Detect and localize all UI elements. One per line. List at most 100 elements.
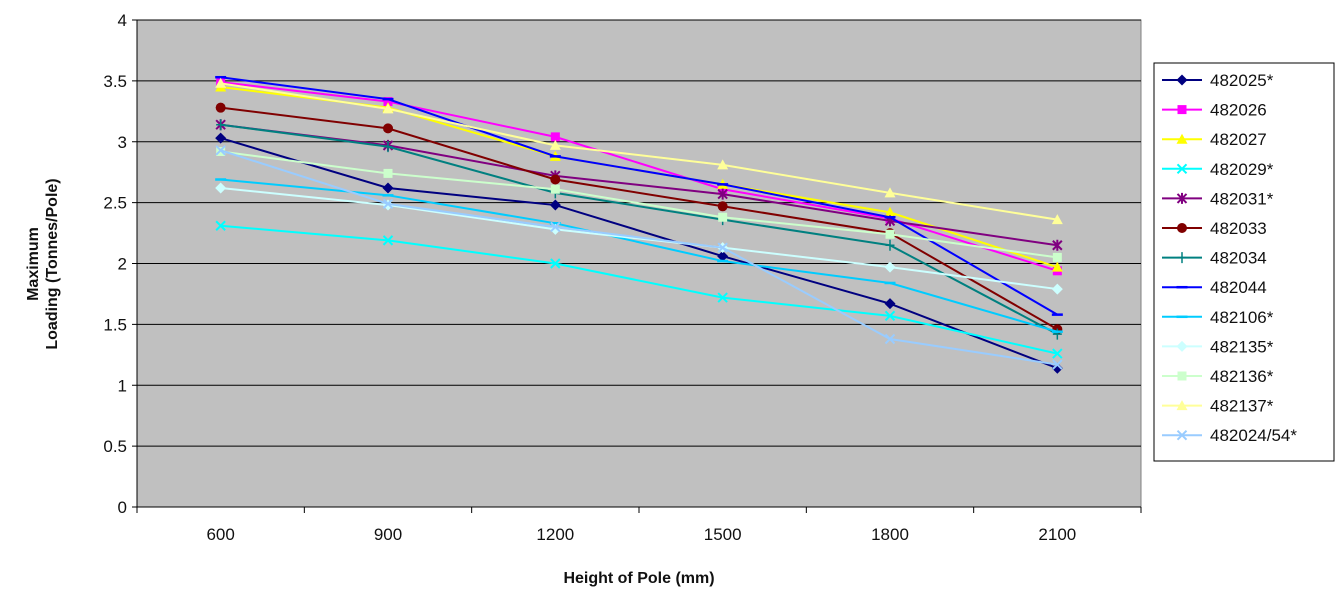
data-point xyxy=(549,139,561,150)
data-point xyxy=(884,333,896,345)
legend-marker xyxy=(1177,105,1187,115)
y-axis-title-line-2: Loading (Tonnes/Pole) xyxy=(44,178,61,349)
series-line xyxy=(220,82,1058,221)
legend-entry: 482024/54* xyxy=(1162,426,1297,445)
data-point xyxy=(884,187,896,198)
series-13 xyxy=(215,145,1063,370)
y-tick-label: 3.5 xyxy=(103,72,127,91)
legend-label: 482034 xyxy=(1210,249,1267,268)
y-tick-label: 2 xyxy=(118,255,127,274)
legend-label: 482136* xyxy=(1210,367,1274,386)
series-line xyxy=(220,106,1058,331)
y-tick-label: 0.5 xyxy=(103,437,127,456)
x-tick-label: 1500 xyxy=(704,525,742,544)
y-tick-label: 1 xyxy=(118,376,127,395)
legend-marker xyxy=(1176,340,1188,352)
legend-entry: 482044 xyxy=(1162,278,1267,297)
data-point xyxy=(717,242,728,253)
series-line xyxy=(220,150,1058,259)
legend-entry: 482031* xyxy=(1162,189,1274,208)
series-12 xyxy=(215,77,1063,225)
series-line xyxy=(220,123,1058,335)
data-point xyxy=(884,310,896,322)
data-point xyxy=(884,206,896,217)
data-point xyxy=(718,212,728,222)
x-tick-labels: 600 900 1200 1500 1800 2100 xyxy=(206,525,1076,544)
series-line xyxy=(220,187,1058,291)
data-point xyxy=(884,261,896,273)
data-point xyxy=(550,184,560,194)
data-point xyxy=(215,102,226,113)
data-point xyxy=(215,220,226,231)
data-point xyxy=(1052,252,1062,262)
x-tick-label: 1800 xyxy=(871,525,909,544)
legend-label: 482031* xyxy=(1210,189,1274,208)
series-line xyxy=(220,137,1058,370)
x-tick-label: 900 xyxy=(374,525,402,544)
data-point xyxy=(383,123,393,134)
y-tick-label: 0 xyxy=(118,498,127,517)
data-point xyxy=(1052,359,1063,370)
legend-entry: 482026 xyxy=(1162,101,1267,120)
series-line xyxy=(220,178,1058,333)
series-8 xyxy=(215,75,1063,316)
legend-marker xyxy=(1177,252,1187,264)
legend-label: 482044 xyxy=(1210,278,1267,297)
series-line xyxy=(220,149,1058,366)
legend-label: 482029* xyxy=(1210,160,1274,179)
legend-entry: 482029* xyxy=(1162,160,1274,179)
y-tick-label: 3 xyxy=(118,133,127,152)
data-point xyxy=(885,239,895,251)
y-axis-title: Maximum Loading (Tonnes/Pole) xyxy=(25,178,61,349)
legend-label: 482106* xyxy=(1210,308,1274,327)
series-line xyxy=(220,81,1058,272)
data-point xyxy=(215,132,227,144)
data-point xyxy=(1052,348,1063,359)
x-tick-label: 2100 xyxy=(1038,525,1076,544)
data-point xyxy=(382,198,394,210)
data-point xyxy=(717,250,729,262)
series-4 xyxy=(215,220,1063,359)
legend-marker xyxy=(1176,192,1188,204)
legend-label: 482024/54* xyxy=(1210,426,1297,445)
y-axis-title-line-1: Maximum xyxy=(25,227,42,301)
data-point xyxy=(383,168,393,178)
legend-label: 482033 xyxy=(1210,219,1267,238)
data-point xyxy=(382,182,394,194)
series-line xyxy=(220,224,1058,355)
legend-label: 482027 xyxy=(1210,130,1267,149)
y-tick-label: 1.5 xyxy=(103,315,127,334)
data-point xyxy=(215,182,227,194)
series-lines xyxy=(215,75,1063,374)
data-point xyxy=(1051,283,1063,295)
data-point xyxy=(885,229,895,239)
data-point xyxy=(717,292,728,303)
legend-marker xyxy=(1177,223,1187,233)
series-line xyxy=(220,76,1058,316)
legend-entry: 482135* xyxy=(1162,337,1274,356)
data-point xyxy=(383,141,393,153)
legend-marker xyxy=(1176,133,1188,144)
data-point xyxy=(1051,261,1063,272)
data-point xyxy=(717,201,728,212)
x-axis-title: Height of Pole (mm) xyxy=(563,570,714,587)
data-point xyxy=(1051,362,1063,374)
y-tick-label: 2.5 xyxy=(103,194,127,213)
data-point xyxy=(550,258,561,269)
data-point xyxy=(215,145,226,156)
legend: 482025* 482026 482027 482029* 482031* 482033 4… xyxy=(1153,62,1335,462)
legend-marker xyxy=(1176,429,1188,441)
legend-marker xyxy=(1177,371,1187,381)
data-point xyxy=(1051,214,1063,225)
data-point xyxy=(215,77,227,88)
axes xyxy=(132,19,1142,513)
data-point xyxy=(717,159,729,170)
legend-entry: 482025* xyxy=(1162,71,1274,90)
x-tick-label: 600 xyxy=(206,525,234,544)
data-point xyxy=(549,199,561,211)
legend-box xyxy=(1153,62,1335,462)
legend-marker xyxy=(1176,74,1188,86)
legend-entry: 482033 xyxy=(1162,219,1267,238)
y-tick-label: 4 xyxy=(118,11,127,30)
